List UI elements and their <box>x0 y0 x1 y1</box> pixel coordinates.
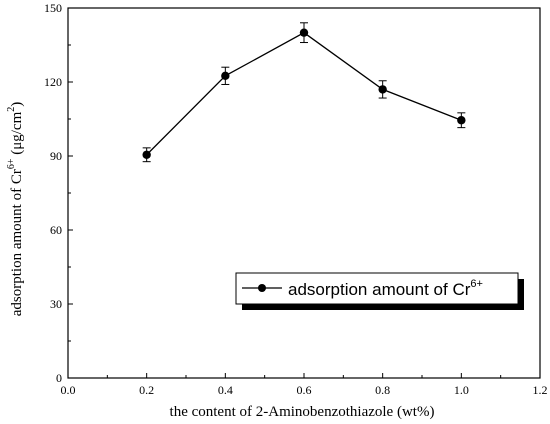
data-point <box>142 150 151 159</box>
y-tick-label: 90 <box>50 149 62 163</box>
legend-label-text: adsorption amount of Cr <box>288 280 471 299</box>
x-tick-label: 1.0 <box>454 383 469 397</box>
x-tick-label: 1.2 <box>533 383 548 397</box>
y-axis-label-unit-close: ) <box>9 102 25 107</box>
legend-label: adsorption amount of Cr6+ <box>288 278 483 299</box>
y-tick-label: 120 <box>44 75 62 89</box>
y-axis-label-superscript: 6+ <box>6 158 17 169</box>
y-axis-label: adsorption amount of Cr6+ (μg/cm2) <box>6 102 25 317</box>
x-tick-label: 0.2 <box>139 383 154 397</box>
y-axis-ticks: 0 30 60 90 120 150 <box>44 1 73 385</box>
y-tick-label: 60 <box>50 223 62 237</box>
y-axis-label-prefix: adsorption amount of Cr <box>9 169 25 316</box>
y-axis-label-unit-open: (μg/cm <box>9 111 25 158</box>
x-tick-label: 0.4 <box>218 383 233 397</box>
legend-box <box>235 272 519 305</box>
x-tick-label: 0.8 <box>375 383 390 397</box>
plot-border <box>67 7 541 379</box>
plot-frame <box>67 7 541 379</box>
y-tick-label: 30 <box>50 297 62 311</box>
x-tick-label: 0.0 <box>61 383 76 397</box>
series-layer <box>142 22 466 163</box>
series-line <box>146 31 462 156</box>
y-tick-label: 0 <box>56 371 62 385</box>
data-point <box>221 71 230 81</box>
x-axis-ticks: 0.0 0.2 0.4 0.6 0.8 1.0 1.2 <box>61 373 548 397</box>
y-axis-label-unit-superscript: 2 <box>6 107 17 112</box>
x-axis-label: the content of 2-Aminobenzothiazole (wt%… <box>170 404 435 420</box>
data-point <box>299 28 309 37</box>
legend-label-superscript: 6+ <box>470 278 483 290</box>
y-tick-label: 150 <box>44 1 62 15</box>
data-point <box>378 85 387 94</box>
legend: adsorption amount of Cr6+ <box>235 272 524 310</box>
x-tick-label: 0.6 <box>297 383 312 397</box>
data-point <box>457 116 466 125</box>
legend-marker-swatch <box>258 284 266 292</box>
